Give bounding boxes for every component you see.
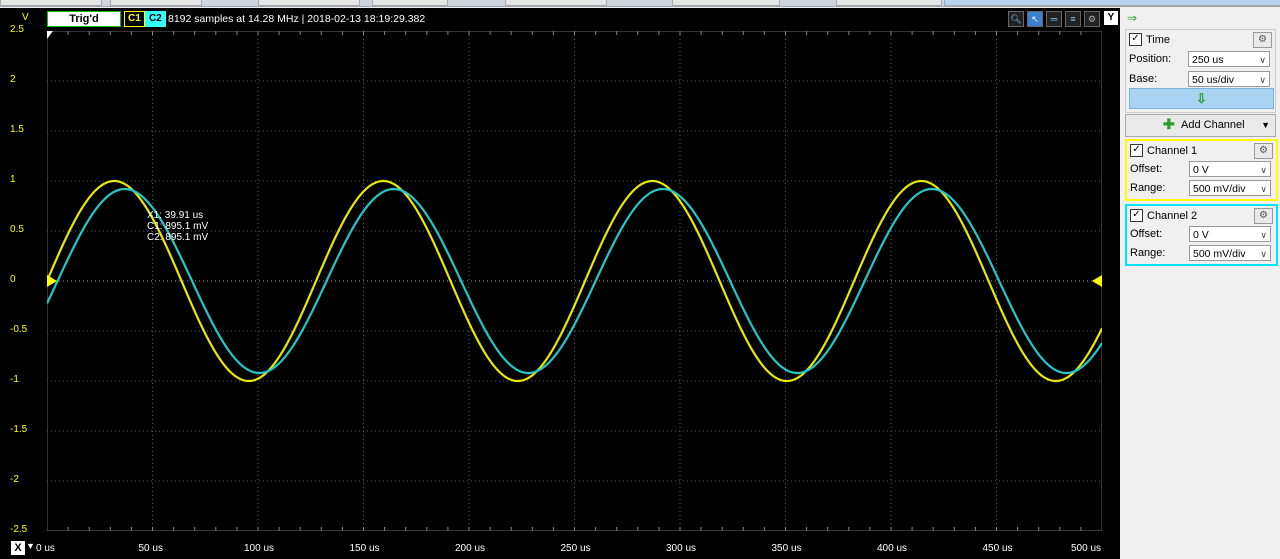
y-tick-label: -1.5 xyxy=(10,424,28,435)
cursor-x1: X1: 39.91 us xyxy=(147,210,204,221)
series-c2 xyxy=(47,187,1102,375)
vertical-cursor-icon[interactable]: ≡ xyxy=(1065,11,1081,27)
toolbar-button[interactable] xyxy=(372,0,448,6)
channel2-badge[interactable]: C2 xyxy=(145,11,166,27)
offset-label: Offset: xyxy=(1130,163,1163,175)
x-tick-label: 250 us xyxy=(560,543,591,554)
scope-header: V Trig'd C1 C2 8192 samples at 14.28 MHz… xyxy=(0,8,1120,28)
gear-icon[interactable]: ⚙ xyxy=(1254,143,1273,159)
toolbar-button[interactable] xyxy=(836,0,942,6)
cursor-c2: C2: 895.1 mV xyxy=(147,232,209,243)
toolbar-button[interactable] xyxy=(505,0,607,6)
channel2-title: ✓ Channel 2 xyxy=(1130,209,1197,222)
channel1-title: ✓ Channel 1 xyxy=(1130,144,1197,157)
channel1-checkbox[interactable]: ✓ xyxy=(1130,144,1143,157)
range-label: Range: xyxy=(1130,247,1166,259)
x-tick-label: 150 us xyxy=(349,543,380,554)
channel1-group: ✓ Channel 1 ⚙ Offset: 0 V Range: 500 mV/… xyxy=(1125,139,1278,201)
plus-icon: ✚ xyxy=(1163,116,1175,132)
gear-icon[interactable]: ⚙ xyxy=(1254,208,1273,224)
y-tick-label: 0.5 xyxy=(10,224,24,235)
time-label: Time xyxy=(1146,33,1171,46)
zoom-icon[interactable]: 🔍︎ xyxy=(1008,11,1024,27)
trigger-level-marker xyxy=(47,275,57,287)
channel1-label: Channel 1 xyxy=(1147,144,1198,157)
horizontal-cursor-icon[interactable]: ═ xyxy=(1046,11,1062,27)
channel2-checkbox[interactable]: ✓ xyxy=(1130,209,1143,222)
trigger-position-marker xyxy=(47,31,53,39)
x-tick-label: 100 us xyxy=(244,543,275,554)
x-tick-label: 400 us xyxy=(877,543,908,554)
y-tick-label: 2 xyxy=(10,74,16,85)
pointer-icon[interactable]: ↖ xyxy=(1027,11,1043,27)
traces xyxy=(47,179,1102,383)
toolbar-button[interactable] xyxy=(672,0,780,6)
y-tick-label: 1 xyxy=(10,174,16,185)
x-tick-label: 500 us xyxy=(1071,543,1102,554)
y-tick-label: 0 xyxy=(10,274,16,285)
series-c1 xyxy=(47,179,1102,383)
add-channel-button[interactable]: ✚ Add Channel ▼ xyxy=(1125,114,1276,137)
grid xyxy=(47,31,1102,531)
top-toolbar-strip xyxy=(0,0,1280,7)
toolbar-button[interactable] xyxy=(944,0,1280,6)
channel2-range-select[interactable]: 500 mV/div xyxy=(1189,245,1271,262)
markers xyxy=(47,31,1102,287)
channel1-offset-select[interactable]: 0 V xyxy=(1189,161,1271,178)
y-unit-label: V xyxy=(22,12,29,23)
y-tick-label: -0.5 xyxy=(10,324,28,335)
cursor-readout: X1: 39.91 us C1: 895.1 mV C2: 895.1 mV xyxy=(147,210,208,243)
arrow-right-icon[interactable]: ⇒ xyxy=(1127,11,1138,25)
trigger-level-marker xyxy=(1092,275,1102,287)
x-tick-label: 50 us xyxy=(138,543,163,554)
y-tick-label: -2 xyxy=(10,474,19,485)
toolbar-button[interactable] xyxy=(0,0,102,6)
channel2-group: ✓ Channel 2 ⚙ Offset: 0 V Range: 500 mV/… xyxy=(1125,204,1278,266)
x-tick-label: 300 us xyxy=(666,543,697,554)
settings-icon[interactable]: ⚙ xyxy=(1084,11,1100,27)
plot-area[interactable] xyxy=(47,31,1102,531)
position-label: Position: xyxy=(1129,53,1172,65)
position-select[interactable]: 250 us xyxy=(1188,51,1270,68)
y-axis-button[interactable]: Y xyxy=(1104,11,1118,25)
oscilloscope-view[interactable] xyxy=(0,8,1120,559)
trigger-status: Trig'd xyxy=(47,11,121,27)
toolbar-button[interactable] xyxy=(110,0,202,6)
x-tick-label: 450 us xyxy=(982,543,1013,554)
range-label: Range: xyxy=(1130,182,1166,194)
control-panel: ⇒ ✓ Time ⚙ Position: 250 us Base: 50 us/… xyxy=(1121,8,1280,559)
x-tick-label: 350 us xyxy=(771,543,802,554)
time-title: ✓ Time xyxy=(1129,33,1170,46)
y-tick-label: 2.5 xyxy=(10,24,24,35)
cursor-c1: C1: 895.1 mV xyxy=(147,221,209,232)
y-tick-label: -1 xyxy=(10,374,19,385)
x-tick-label: 200 us xyxy=(455,543,486,554)
channel2-label: Channel 2 xyxy=(1147,209,1198,222)
chevron-down-icon[interactable]: ▼ xyxy=(26,541,35,551)
chevron-down-icon[interactable]: ▼ xyxy=(1261,120,1270,130)
gear-icon[interactable]: ⚙ xyxy=(1253,32,1272,48)
time-checkbox[interactable]: ✓ xyxy=(1129,33,1142,46)
x-axis-button[interactable]: X xyxy=(11,541,25,555)
toolbar-button[interactable] xyxy=(258,0,360,6)
offset-label: Offset: xyxy=(1130,228,1163,240)
base-select[interactable]: 50 us/div xyxy=(1188,71,1270,88)
channel1-range-select[interactable]: 500 mV/div xyxy=(1189,180,1271,197)
add-channel-label: Add Channel xyxy=(1181,119,1245,131)
y-tick-label: -2.5 xyxy=(10,524,28,535)
x-tick-label: 0 us xyxy=(36,543,55,554)
channel1-badge[interactable]: C1 xyxy=(124,11,145,27)
base-label: Base: xyxy=(1129,73,1158,85)
y-tick-label: 1.5 xyxy=(10,124,24,135)
acquisition-info: 8192 samples at 14.28 MHz | 2018-02-13 1… xyxy=(168,13,426,25)
apply-down-button[interactable]: ⇩ xyxy=(1129,88,1274,109)
channel2-offset-select[interactable]: 0 V xyxy=(1189,226,1271,243)
